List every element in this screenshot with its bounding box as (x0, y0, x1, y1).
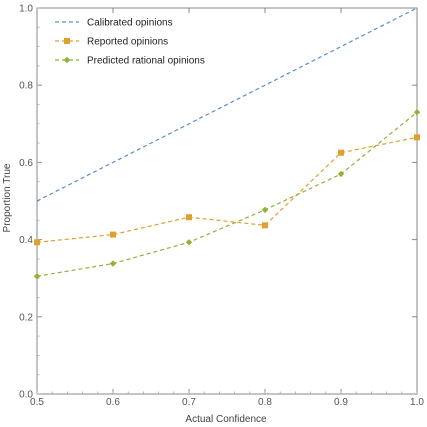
y-tick-label: 0.0 (19, 390, 33, 401)
series-line (36, 7, 418, 202)
data-point (110, 231, 116, 238)
x-tick-label: 0.9 (334, 397, 348, 408)
series-2 (33, 109, 421, 280)
data-point (186, 214, 192, 221)
series-0 (36, 7, 418, 202)
x-tick-label: 0.6 (106, 397, 120, 408)
x-axis: 0.5 0.6 0.7 0.8 0.9 1.0 (30, 8, 424, 408)
data-point (33, 273, 41, 280)
data-point (34, 239, 40, 246)
series-line (36, 111, 418, 277)
y-tick-label: 0.2 (19, 312, 33, 323)
legend-item: Predicted rational opinions (55, 56, 205, 67)
legend-label: Predicted rational opinions (87, 56, 205, 67)
y-tick-label: 0.4 (19, 235, 33, 246)
legend-label: Calibrated opinions (87, 18, 173, 29)
legend-label: Reported opinions (87, 37, 168, 48)
series-line (36, 136, 418, 243)
data-point (262, 222, 268, 229)
y-axis-title: Proportion True (2, 163, 13, 232)
y-axis: 0.0 0.2 0.4 0.6 0.8 1.0 (19, 4, 417, 401)
legend: Calibrated opinions Reported opinions Pred… (55, 18, 205, 67)
legend-item: Reported opinions (55, 37, 168, 48)
x-tick-label: 0.7 (182, 397, 196, 408)
y-tick-label: 0.8 (19, 81, 33, 92)
legend-item: Calibrated opinions (55, 18, 173, 29)
series-layer (33, 7, 421, 280)
data-point (185, 239, 193, 246)
legend-marker (63, 56, 71, 64)
data-point (109, 260, 117, 267)
legend-marker (64, 38, 70, 44)
x-tick-label: 0.8 (258, 397, 272, 408)
data-point (338, 149, 344, 156)
data-point (337, 170, 345, 178)
y-tick-label: 0.6 (19, 158, 33, 169)
x-tick-label: 1.0 (410, 397, 424, 408)
series-1 (34, 134, 420, 246)
data-point (413, 109, 421, 116)
x-axis-title: Actual Confidence (185, 414, 267, 425)
data-point (414, 134, 420, 141)
y-tick-label: 1.0 (19, 4, 33, 15)
data-point (261, 206, 269, 214)
x-tick-label: 0.5 (30, 397, 44, 408)
